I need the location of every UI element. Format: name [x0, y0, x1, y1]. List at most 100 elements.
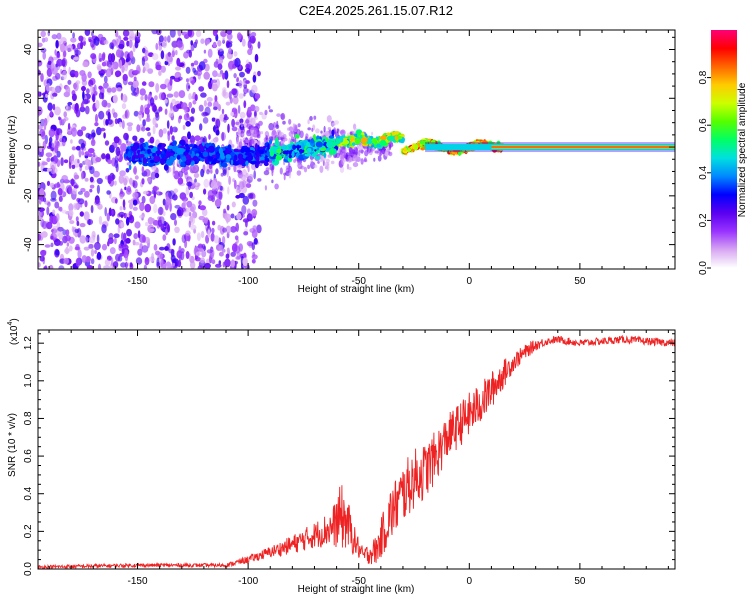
noise-cell	[129, 177, 133, 185]
noise-cell	[155, 83, 160, 93]
noise-cell	[126, 228, 132, 237]
signal-cell	[264, 157, 270, 162]
spectrogram-x-tick-label: -150	[128, 276, 148, 287]
noise-cell	[150, 171, 157, 180]
noise-cell	[65, 85, 71, 95]
noise-cell	[75, 216, 79, 222]
noise-cell	[243, 86, 248, 95]
signal-cell	[360, 137, 368, 144]
noise-cell	[149, 97, 155, 106]
noise-cell	[239, 138, 243, 146]
signal-cell	[138, 154, 145, 158]
noise-cell	[212, 41, 217, 48]
noise-cell	[103, 82, 109, 89]
noise-cell	[112, 261, 119, 269]
noise-cell	[251, 242, 255, 251]
noise-cell	[148, 94, 152, 100]
noise-cell	[70, 37, 77, 43]
colorbar-tick-label: 0.4	[698, 165, 709, 179]
noise-cell	[134, 241, 140, 246]
signal-cell	[452, 149, 461, 153]
noise-cell	[46, 168, 52, 172]
noise-cell	[170, 213, 177, 221]
noise-cell	[217, 49, 221, 56]
noise-cell	[224, 213, 232, 223]
noise-cell	[384, 149, 389, 157]
noise-cell	[214, 198, 222, 208]
carrier-line	[425, 142, 675, 153]
noise-cell	[253, 116, 258, 121]
signal-cell	[436, 140, 441, 145]
noise-cell	[186, 78, 189, 83]
noise-cell	[250, 125, 256, 130]
snr-x-tick-label: 50	[574, 576, 586, 587]
noise-cell	[230, 111, 234, 117]
noise-cell	[134, 175, 139, 180]
signal-cell	[237, 153, 244, 160]
noise-cell	[236, 78, 239, 83]
noise-cell	[114, 180, 117, 186]
signal-cell	[245, 160, 249, 166]
noise-cell	[71, 164, 76, 169]
signal-cell	[185, 154, 192, 160]
noise-cell	[50, 198, 57, 202]
noise-cell	[335, 152, 340, 159]
noise-cell	[98, 85, 103, 90]
noise-cell	[221, 108, 225, 115]
noise-cell	[253, 170, 256, 180]
snr-y-tick-label: 0.0	[23, 562, 34, 576]
noise-cell	[79, 163, 83, 168]
noise-cell	[243, 231, 249, 236]
noise-cell	[171, 135, 175, 142]
noise-cell	[160, 83, 167, 90]
noise-cell	[214, 60, 219, 67]
noise-cell	[53, 183, 61, 189]
signal-cell	[247, 154, 254, 161]
noise-cell	[242, 257, 248, 267]
noise-cell	[185, 66, 191, 74]
noise-cell	[195, 181, 198, 186]
noise-cell	[269, 163, 274, 171]
noise-cell	[96, 184, 100, 194]
noise-cell	[54, 49, 57, 56]
snr-y-tick-label: 0.6	[23, 449, 34, 463]
noise-cell	[46, 157, 51, 163]
noise-cell	[97, 33, 104, 39]
noise-cell	[95, 157, 102, 163]
noise-cell	[124, 254, 129, 262]
noise-cell	[122, 175, 129, 184]
noise-cell	[183, 136, 188, 141]
noise-cell	[107, 111, 111, 121]
noise-cell	[288, 118, 292, 125]
noise-cell	[169, 30, 176, 38]
noise-cell	[119, 206, 123, 211]
noise-cell	[232, 178, 236, 183]
noise-cell	[210, 180, 218, 190]
noise-cell	[176, 57, 181, 67]
noise-cell	[71, 127, 77, 137]
noise-cell	[172, 262, 176, 267]
noise-cell	[97, 65, 102, 72]
noise-cell	[264, 109, 268, 116]
signal-cell	[167, 145, 174, 150]
noise-cell	[103, 220, 108, 226]
noise-cell	[68, 245, 73, 252]
noise-cell	[90, 129, 96, 139]
noise-cell	[162, 234, 167, 241]
signal-cell	[221, 162, 228, 168]
noise-cell	[75, 243, 80, 250]
noise-cell	[192, 100, 197, 105]
noise-cell	[248, 33, 252, 42]
noise-cell	[41, 231, 48, 238]
noise-cell	[101, 243, 108, 251]
noise-cell	[219, 186, 223, 191]
noise-cell	[252, 199, 258, 207]
noise-cell	[92, 152, 96, 158]
noise-cell	[358, 144, 364, 151]
noise-cell	[60, 43, 65, 53]
noise-cell	[168, 248, 175, 254]
noise-cell	[90, 53, 97, 60]
noise-cell	[203, 188, 207, 195]
noise-cell	[95, 99, 100, 110]
noise-cell	[40, 219, 45, 228]
